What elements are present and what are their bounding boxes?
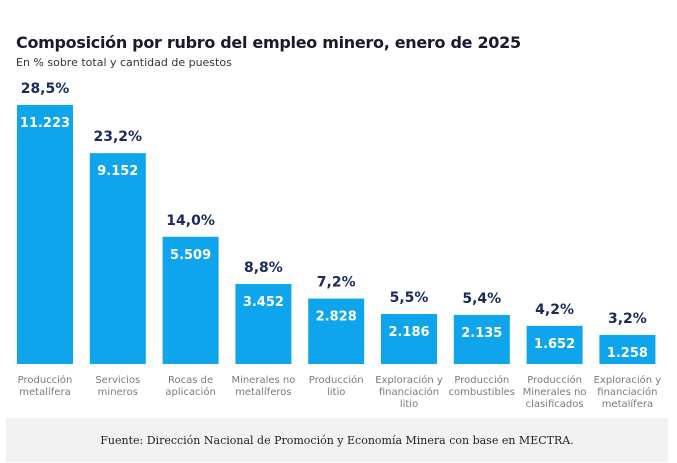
category-label: Rocas de aplicación [165, 375, 215, 398]
count-label: 5.509 [170, 248, 211, 263]
bar [89, 153, 146, 364]
count-label: 9.152 [97, 164, 138, 179]
category-label-line: metalífera [602, 398, 653, 410]
count-label: 2.135 [461, 326, 502, 341]
category-label: Producción Minerales no clasificados [523, 374, 587, 410]
category-label-line: Minerales no [231, 375, 295, 386]
category-label-line: Producción [309, 374, 364, 386]
value-label: 3,2% [608, 311, 647, 327]
value-label: 8,8% [244, 260, 283, 276]
source-text: Fuente: Dirección Nacional de Promoción … [100, 433, 574, 447]
category-label-line: mineros [98, 387, 138, 398]
count-label: 2.186 [388, 325, 429, 340]
category-label-line: metalíferos [235, 386, 291, 398]
value-label: 28,5% [21, 81, 70, 97]
category-label-line: aplicación [165, 386, 215, 398]
value-label: 5,5% [390, 290, 429, 306]
category-label-line: Rocas de [168, 375, 213, 386]
count-label: 2.828 [316, 310, 357, 325]
category-label-line: financiación [379, 386, 439, 398]
value-label: 4,2% [535, 302, 574, 318]
category-label: Minerales no metalíferos [231, 375, 295, 398]
count-label: 1.258 [607, 346, 648, 361]
category-label: Exploración y financiación metalífera [594, 374, 662, 410]
category-label-line: Minerales no [523, 387, 587, 398]
category-label-line: Servicios [95, 375, 140, 386]
bar [162, 236, 219, 364]
category-label: Exploración y financiación litio [375, 374, 443, 410]
source-footer: Fuente: Dirección Nacional de Promoción … [6, 418, 668, 462]
value-label: 14,0% [166, 213, 215, 229]
bar [381, 314, 437, 364]
category-label-line: financiación [597, 386, 657, 398]
count-label: 11.223 [20, 116, 70, 131]
chart-subtitle: En % sobre total y cantidad de puestos [16, 56, 232, 69]
category-label-line: Exploración y [375, 374, 443, 386]
bar [235, 284, 292, 364]
count-label: 3.452 [243, 295, 284, 310]
chart-title: Composición por rubro del empleo minero,… [16, 33, 521, 52]
value-label: 7,2% [317, 275, 356, 291]
bar [308, 298, 365, 364]
category-label-line: litio [327, 387, 345, 398]
bar [17, 105, 73, 364]
category-label-line: Producción [527, 374, 582, 386]
value-label: 5,4% [462, 291, 501, 307]
category-label: Producción metalífera [18, 374, 73, 398]
bar [453, 314, 510, 364]
category-label-line: Exploración y [594, 374, 662, 386]
bar [526, 325, 583, 364]
count-label: 1.652 [534, 337, 575, 352]
value-label: 23,2% [94, 129, 143, 145]
category-label-line: clasificados [526, 399, 584, 410]
bar [599, 334, 656, 364]
category-label-line: Producción [454, 374, 509, 386]
category-label-line: litio [400, 399, 418, 410]
category-label: Servicios mineros [95, 375, 140, 398]
category-label-line: Producción [18, 374, 73, 386]
category-label-line: combustibles [449, 387, 515, 398]
category-label: Producción combustibles [449, 374, 515, 398]
category-label: Producción litio [309, 374, 364, 398]
category-label-line: metalífera [19, 386, 70, 398]
